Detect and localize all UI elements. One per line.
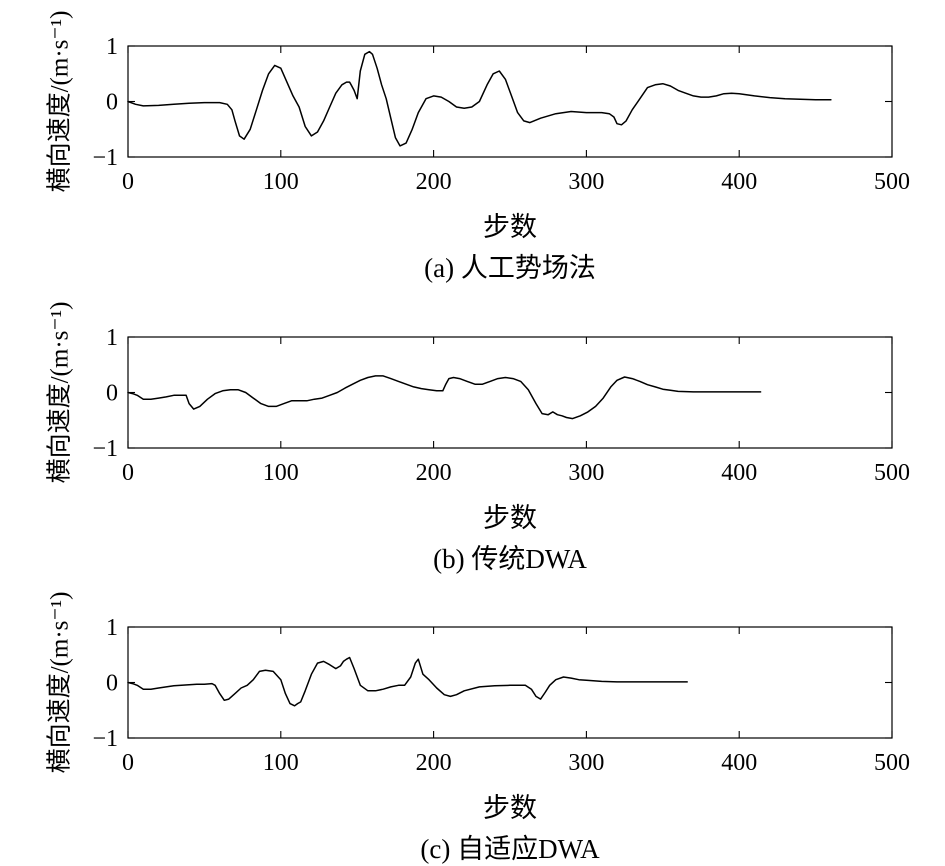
x-tick-label: 100 [263,750,299,776]
y-tick-label: 0 [106,671,118,697]
plot-frame [127,336,893,449]
y-tick-label: −1 [92,726,118,752]
plot-frame [127,45,893,158]
x-tick-label: 400 [721,460,757,486]
y-tick-label: 1 [106,325,118,351]
x-tick-label: 0 [122,169,134,195]
y-axis-label: 横向速度/(m·s⁻¹) [46,592,74,774]
subplot-caption: (c) 自适应DWA [420,834,600,864]
x-tick-label: 500 [874,460,910,486]
x-tick-label: 300 [568,460,604,486]
x-tick-label: 200 [416,169,452,195]
y-tick-label: 1 [106,34,118,60]
x-tick-label: 500 [874,169,910,195]
x-tick-label: 100 [263,169,299,195]
x-tick-label: 200 [416,460,452,486]
y-tick-label: 0 [106,90,118,116]
series-line [127,50,832,147]
subplot-caption: (a) 人工势场法 [424,253,596,283]
x-tick-label: 400 [721,169,757,195]
x-axis-label: 步数 [483,212,537,242]
series-line [127,656,688,707]
x-tick-label: 0 [122,750,134,776]
y-tick-label: −1 [92,145,118,171]
x-axis-label: 步数 [483,503,537,533]
y-axis-label: 横向速度/(m·s⁻¹) [46,302,74,484]
y-tick-label: 1 [106,615,118,641]
x-tick-label: 200 [416,750,452,776]
x-tick-label: 300 [568,169,604,195]
y-tick-label: 0 [106,381,118,407]
series-line [127,375,762,420]
x-axis-label: 步数 [483,793,537,823]
subplot-caption: (b) 传统DWA [433,544,587,574]
plot-frame [127,626,893,739]
y-axis-label: 横向速度/(m·s⁻¹) [46,11,74,193]
x-tick-label: 300 [568,750,604,776]
x-tick-label: 500 [874,750,910,776]
x-tick-label: 100 [263,460,299,486]
x-tick-label: 400 [721,750,757,776]
y-tick-label: −1 [92,436,118,462]
x-tick-label: 0 [122,460,134,486]
